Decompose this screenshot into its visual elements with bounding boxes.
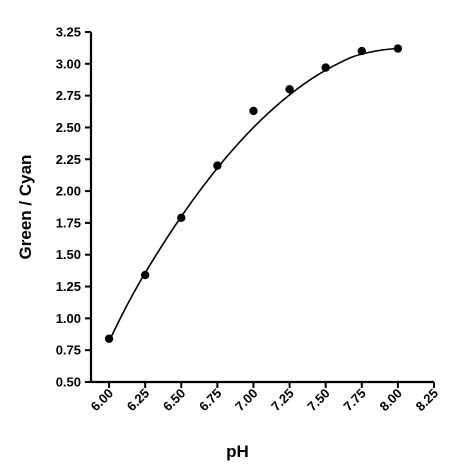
data-point: [393, 44, 403, 53]
y-tick-label: 3.25: [56, 25, 81, 40]
data-point: [104, 334, 114, 343]
y-tick-label: 0.50: [56, 375, 81, 390]
y-tick-label: 2.75: [56, 88, 81, 103]
y-tick-label: 1.75: [56, 215, 81, 230]
x-tick-label: 6.75: [196, 386, 225, 415]
data-point: [140, 270, 150, 280]
x-tick-label: 7.75: [340, 386, 369, 415]
x-tick-label: 7.25: [268, 386, 297, 415]
fit-curve-group: [108, 47, 398, 342]
y-tick-label: 0.75: [56, 343, 81, 358]
data-point: [357, 46, 366, 56]
y-tick-label: 2.25: [56, 152, 81, 167]
x-axis-title: pH: [226, 442, 249, 461]
x-tick-label: 6.00: [88, 386, 117, 415]
y-tick-label: 1.00: [56, 311, 81, 326]
data-point: [177, 213, 186, 223]
data-points: [104, 44, 403, 343]
y-axis: 0.50 0.75 1.00 1.25 1.50 1.75 2.00 2.25 2.50 2.75…: [56, 25, 93, 390]
y-tick-label: 2.00: [56, 184, 81, 199]
fit-curve: [108, 47, 398, 342]
data-point: [321, 63, 330, 72]
x-tick-label: 6.25: [124, 386, 153, 415]
x-tick-label: 8.25: [413, 386, 442, 415]
x-tick-label: 7.50: [304, 386, 333, 415]
y-tick-label: 1.50: [56, 247, 81, 262]
y-tick-label: 1.25: [56, 279, 81, 294]
x-tick-label: 7.00: [232, 386, 261, 415]
data-point: [213, 161, 222, 170]
x-axis: 6.00 6.25 6.50 6.75 7.00 7.25 7.50 7.75 8.00 8.25: [88, 380, 442, 415]
y-axis-title: Green / Cyan: [16, 155, 35, 260]
x-tick-label: 8.00: [377, 386, 406, 415]
y-tick-label: 2.50: [56, 120, 81, 135]
y-tick-label: 3.00: [56, 56, 81, 71]
data-point: [249, 106, 258, 116]
data-point: [285, 85, 294, 94]
x-tick-label: 6.50: [160, 386, 189, 415]
